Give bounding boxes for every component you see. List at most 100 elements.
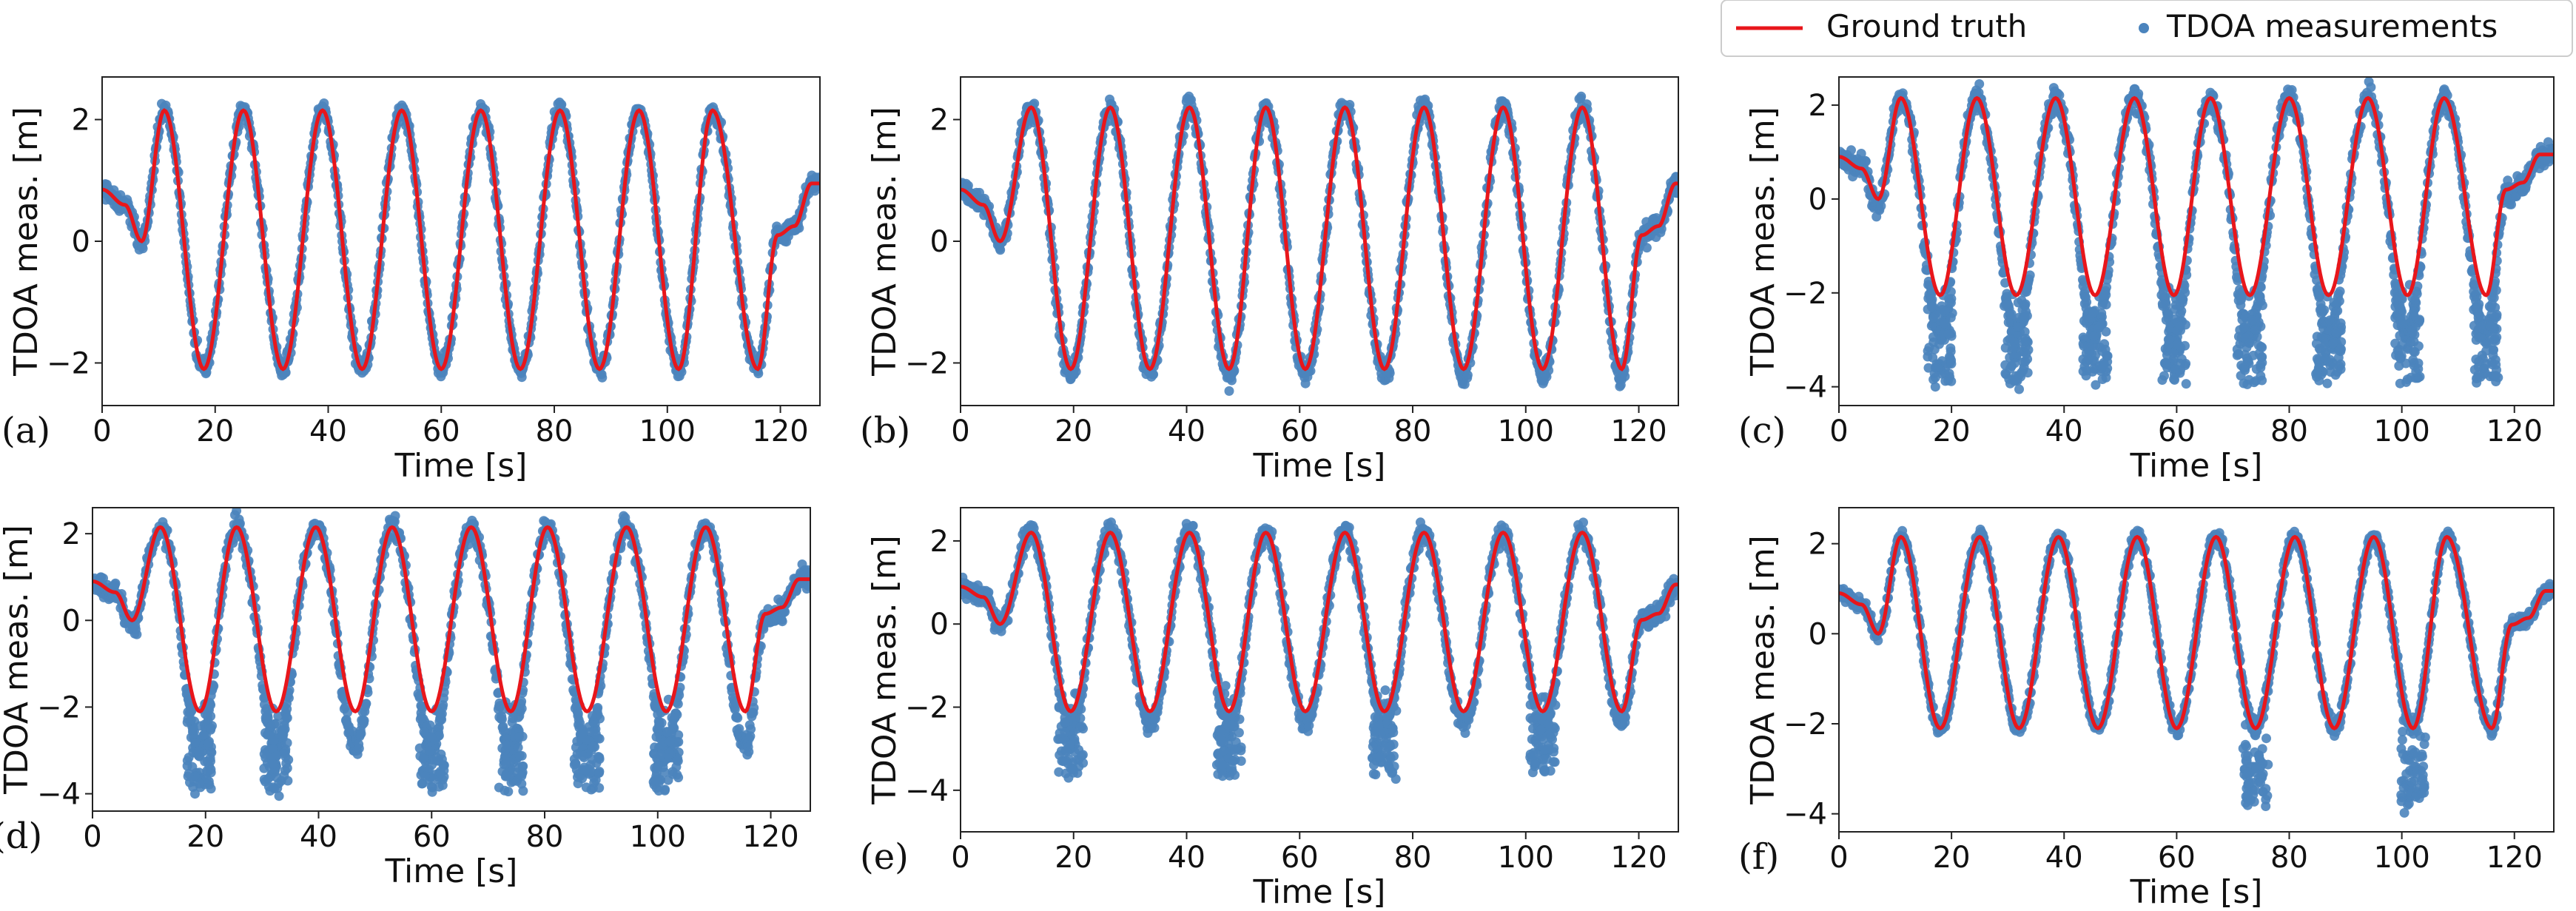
measurement-outlier [2485,320,2495,331]
measurement-outlier [2319,305,2330,315]
ground-truth-line-c [1839,95,2554,297]
measurement-point [2102,282,2111,292]
y-tick-c: −2 [1783,277,1839,311]
measurement-outlier [2390,288,2400,297]
x-tick-b: 80 [1394,406,1432,448]
measurement-outlier [2020,312,2030,322]
measurement-outlier [2175,292,2185,302]
measurement-outlier [2411,366,2421,377]
x-tick-b: 100 [1498,406,1554,448]
measurement-outlier [2491,285,2501,295]
measurement-outlier [2079,361,2090,372]
measurement-point [556,99,567,110]
measurement-outlier [2099,359,2109,369]
measurement-outlier [2408,354,2418,365]
x-tick-label: 20 [1055,414,1092,448]
x-tick-label: 80 [536,414,574,448]
measurement-outlier [2391,295,2401,306]
measurement-outlier [2311,338,2321,349]
measurement-outlier [2324,315,2335,326]
measurement-outlier [2088,356,2098,366]
measurement-point [2506,199,2516,209]
plot-area-b [961,91,1678,396]
measurement-outlier [2101,326,2111,337]
measurement-outlier [2175,321,2185,332]
measurement-point [1149,369,1159,380]
x-tick-c: 100 [2373,406,2430,448]
measurement-outlier [2331,327,2341,337]
measurement-outlier [2409,295,2420,305]
y-tick-label: 0 [930,225,949,259]
measurement-outlier [2240,365,2250,375]
measurement-point [2548,144,2554,153]
y-tick-b: 2 [930,104,961,138]
measurement-outlier [2481,346,2492,356]
measurement-outlier [2078,332,2088,343]
measurement-point [814,172,820,183]
measurement-outlier [2474,332,2484,343]
measurement-outlier [1923,346,1933,356]
measurement-outlier [2005,334,2015,344]
x-tick-c: 80 [2270,406,2308,448]
measurement-outlier [2088,307,2099,317]
x-axis-label-b: Time [s] [1253,447,1386,485]
measurement-outlier [2314,354,2324,364]
x-tick-label: 60 [2158,414,2196,448]
measurement-outlier [2395,378,2405,389]
measurement-outlier [2156,290,2167,300]
measurement-outlier [2329,297,2339,308]
measurement-outlier [2398,318,2408,329]
measurement-outlier [2469,320,2479,331]
measurement-point [2315,290,2325,300]
y-tick-a: −2 [47,346,102,380]
x-tick-a: 0 [93,406,112,448]
measurement-point [1576,91,1587,101]
x-tick-label: 100 [2373,414,2429,448]
measurement-outlier [1946,359,1957,369]
measurement-point [1227,375,1237,386]
measurement-outlier [1944,369,1954,379]
measurement-outlier [2477,321,2486,332]
measurement-outlier [2475,372,2486,382]
measurement-point [1876,201,1886,211]
measurement-outlier [1923,363,1934,373]
measurement-outlier [2251,364,2261,374]
measurement-point [2548,154,2554,164]
measurement-outlier [1946,312,1956,323]
measurement-point [2133,89,2144,99]
x-tick-label: 100 [639,414,696,448]
measurement-point [597,372,608,383]
legend-ground-truth-label: Ground truth [1826,8,2027,44]
x-tick-a: 20 [196,406,234,448]
y-tick-label: −4 [1783,371,1827,405]
x-tick-label: 80 [1394,414,1432,448]
y-axis-label-c: TDOA meas. [m] [1744,107,1782,377]
measurement-outlier [2168,348,2179,358]
measurement-outlier [2157,375,2168,385]
measurement-outlier [2474,357,2484,366]
ground-truth-line-a [102,108,820,372]
x-tick-a: 120 [752,406,809,448]
x-tick-b: 0 [951,406,970,448]
x-tick-label: 20 [196,414,234,448]
measurement-outlier [1930,382,1940,392]
y-axis-label-b: TDOA meas. [m] [866,107,904,377]
y-tick-label: 0 [1809,183,1827,217]
legend: Ground truth TDOA measurements [1721,0,2573,57]
measurement-point [2182,270,2192,280]
measurement-outlier [1928,332,1938,342]
x-tick-c: 20 [1933,406,1971,448]
measurement-point [132,629,142,639]
measurement-outlier [2181,379,2191,389]
axes-frame-c [1838,76,2555,406]
measurement-point [1462,370,1473,380]
x-tick-label: 60 [423,414,460,448]
measurement-point [1620,372,1630,382]
y-tick-label: 2 [1809,89,1827,123]
measurement-outlier [1939,318,1949,329]
measurement-outlier [2239,322,2249,332]
measurement-point [1672,188,1678,198]
measurement-outlier [2244,338,2255,349]
